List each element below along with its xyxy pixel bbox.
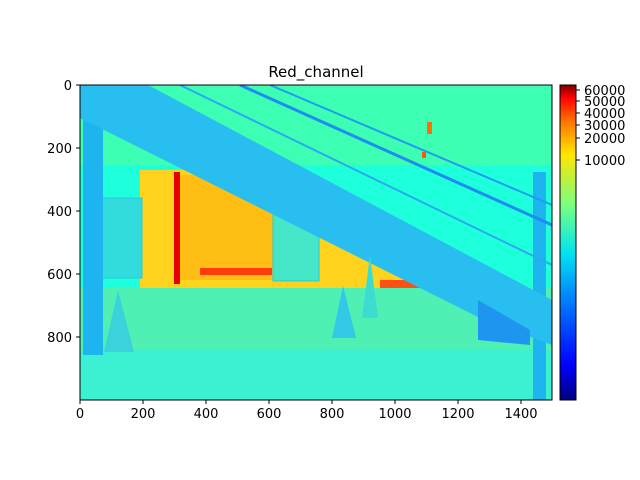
x-tick-label: 1200 bbox=[441, 407, 474, 422]
plot-frame bbox=[79, 84, 553, 401]
colorbar-tick-label: 20000 bbox=[584, 132, 625, 147]
x-tick-label: 600 bbox=[257, 407, 282, 422]
hot-stripe bbox=[174, 172, 180, 284]
y-tick-label: 800 bbox=[47, 331, 72, 346]
x-axis: 0 200 400 600 800 1000 1200 1400 bbox=[76, 400, 538, 422]
heatmap-image bbox=[80, 85, 552, 400]
x-tick-label: 200 bbox=[131, 407, 156, 422]
colorbar-gradient bbox=[559, 84, 577, 401]
hot-mark bbox=[427, 122, 432, 134]
floor-lower bbox=[80, 350, 552, 400]
colorbar-tick-label: 60000 bbox=[584, 84, 625, 99]
cone-right bbox=[362, 255, 378, 318]
colorbar-tick-label: 40000 bbox=[584, 107, 625, 122]
right-shadow bbox=[478, 300, 530, 345]
cone-left bbox=[104, 290, 134, 352]
colorbar-tick-label: 30000 bbox=[584, 119, 625, 134]
y-tick-label: 400 bbox=[47, 205, 72, 220]
hot-band-right bbox=[380, 280, 440, 288]
x-tick-label: 0 bbox=[76, 407, 84, 422]
left-panel bbox=[99, 197, 143, 279]
railing-1 bbox=[239, 85, 552, 227]
colorbar-tick-label: 50000 bbox=[584, 95, 625, 110]
chart-title: Red_channel bbox=[268, 63, 363, 82]
cone-middle bbox=[332, 286, 356, 338]
y-axis: 0 200 400 600 800 bbox=[47, 79, 80, 346]
x-tick-label: 400 bbox=[194, 407, 219, 422]
colorbar: 60000 50000 40000 30000 20000 10000 bbox=[559, 84, 625, 401]
hot-mark-2 bbox=[422, 152, 426, 158]
left-column bbox=[83, 100, 103, 355]
railing-2 bbox=[269, 85, 552, 206]
railing-3 bbox=[179, 85, 552, 266]
x-tick-label: 1400 bbox=[504, 407, 537, 422]
hot-band bbox=[200, 268, 272, 275]
y-tick-label: 0 bbox=[64, 79, 72, 94]
colorbar-tick-label: 10000 bbox=[584, 154, 625, 169]
stair-stringer bbox=[80, 85, 552, 345]
right-column bbox=[533, 172, 546, 400]
y-tick-label: 600 bbox=[47, 268, 72, 283]
x-tick-label: 1000 bbox=[378, 407, 411, 422]
y-tick-label: 200 bbox=[47, 142, 72, 157]
x-tick-label: 800 bbox=[320, 407, 345, 422]
